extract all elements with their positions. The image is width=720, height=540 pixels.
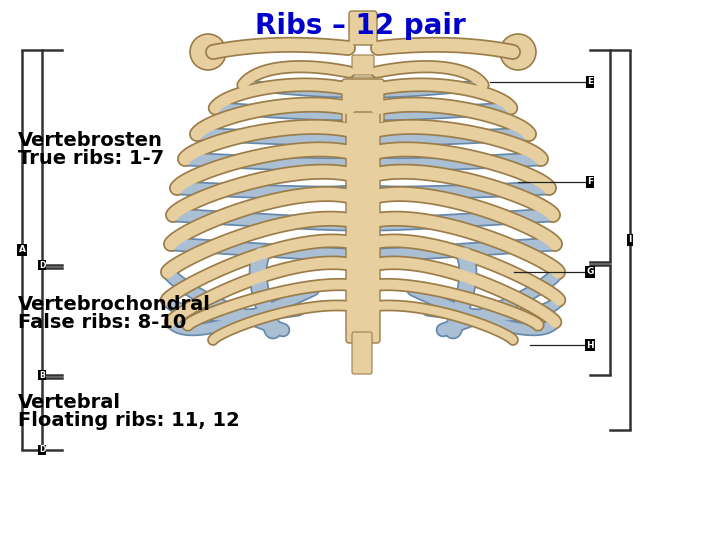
Circle shape (500, 34, 536, 70)
Text: E: E (587, 78, 593, 86)
FancyBboxPatch shape (352, 77, 374, 97)
Text: D: D (39, 260, 45, 269)
FancyBboxPatch shape (346, 112, 380, 343)
Text: I: I (629, 235, 631, 245)
Text: D: D (39, 446, 45, 455)
FancyBboxPatch shape (353, 165, 373, 185)
FancyBboxPatch shape (349, 11, 377, 45)
FancyBboxPatch shape (342, 79, 384, 123)
Circle shape (190, 34, 226, 70)
Text: True ribs: 1-7: True ribs: 1-7 (18, 148, 164, 167)
Text: A: A (19, 246, 25, 254)
FancyBboxPatch shape (352, 332, 372, 374)
Text: Vertebrochondral: Vertebrochondral (18, 295, 211, 314)
FancyBboxPatch shape (352, 55, 374, 75)
Text: Vertebral: Vertebral (18, 393, 121, 411)
Text: Ribs – 12 pair: Ribs – 12 pair (255, 12, 465, 40)
FancyBboxPatch shape (353, 209, 373, 229)
FancyBboxPatch shape (353, 231, 373, 251)
Text: Vertebrosten: Vertebrosten (18, 131, 163, 150)
FancyBboxPatch shape (353, 275, 373, 295)
FancyBboxPatch shape (353, 143, 373, 163)
Text: H: H (586, 341, 594, 349)
Text: F: F (587, 178, 593, 186)
FancyBboxPatch shape (352, 99, 374, 119)
FancyBboxPatch shape (353, 253, 373, 273)
FancyBboxPatch shape (353, 297, 373, 317)
Text: False ribs: 8-10: False ribs: 8-10 (18, 314, 186, 333)
FancyBboxPatch shape (353, 187, 373, 207)
FancyBboxPatch shape (353, 121, 373, 141)
Text: B: B (39, 370, 45, 380)
Text: G: G (586, 267, 594, 276)
FancyBboxPatch shape (353, 319, 373, 339)
Text: Floating ribs: 11, 12: Floating ribs: 11, 12 (18, 410, 240, 429)
